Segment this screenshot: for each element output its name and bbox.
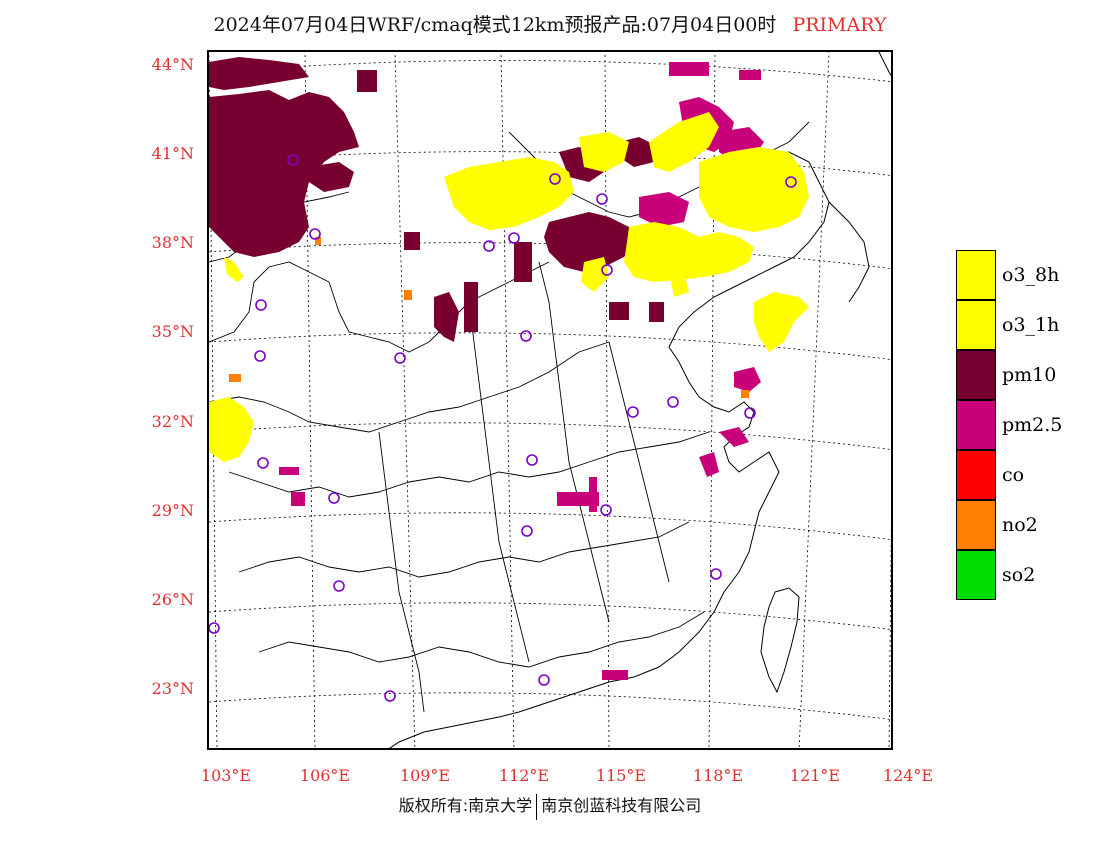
pm25-areas xyxy=(279,62,764,680)
legend-item-o3-1h: o3_1h xyxy=(956,300,1100,350)
no2-areas xyxy=(229,237,749,398)
legend-item-pm25: pm2.5 xyxy=(956,400,1100,450)
title-primary-tag: PRIMARY xyxy=(792,14,887,36)
legend-swatch xyxy=(956,550,996,600)
lon-label-112: 112°E xyxy=(498,766,550,785)
lat-label-29: 29°N xyxy=(151,501,194,520)
legend-label: pm2.5 xyxy=(1002,414,1063,436)
legend-swatch xyxy=(956,500,996,550)
o3-areas xyxy=(209,112,809,462)
graticule xyxy=(209,52,891,748)
lon-label-121: 121°E xyxy=(789,766,841,785)
legend-swatch xyxy=(956,400,996,450)
coastline xyxy=(389,52,891,748)
map-title: 2024年07月04日WRF/cmaq模式12km预报产品:07月04日00时 … xyxy=(0,10,1100,37)
lat-label-41: 41°N xyxy=(151,144,194,163)
lat-label-32: 32°N xyxy=(151,412,194,431)
map-panel xyxy=(207,50,893,750)
legend-swatch xyxy=(956,350,996,400)
lat-label-38: 38°N xyxy=(151,233,194,252)
legend-label: so2 xyxy=(1002,564,1036,586)
legend-swatch xyxy=(956,450,996,500)
lat-label-26: 26°N xyxy=(151,590,194,609)
lat-label-23: 23°N xyxy=(151,679,194,698)
lon-label-109: 109°E xyxy=(399,766,451,785)
footer-divider xyxy=(536,793,538,820)
copyright-right: 南京创蓝科技有限公司 xyxy=(541,796,702,815)
lat-label-35: 35°N xyxy=(151,322,194,341)
legend-swatch xyxy=(956,250,996,300)
legend-label: no2 xyxy=(1002,514,1038,536)
lon-label-115: 115°E xyxy=(595,766,647,785)
legend-item-no2: no2 xyxy=(956,500,1100,550)
legend-item-co: co xyxy=(956,450,1100,500)
legend-swatch xyxy=(956,300,996,350)
copyright-left: 版权所有:南京大学 xyxy=(398,796,533,815)
pm10-areas xyxy=(209,57,664,342)
lon-label-118: 118°E xyxy=(692,766,744,785)
lat-label-44: 44°N xyxy=(151,55,194,74)
legend-item-so2: so2 xyxy=(956,550,1100,600)
legend-item-o3-8h: o3_8h xyxy=(956,250,1100,300)
copyright-footer: 版权所有:南京大学 南京创蓝科技有限公司 xyxy=(0,792,1100,820)
legend-label: o3_1h xyxy=(1002,314,1060,336)
station-markers xyxy=(209,154,797,702)
legend-label: o3_8h xyxy=(1002,264,1060,286)
lon-label-106: 106°E xyxy=(299,766,351,785)
legend-item-pm10: pm10 xyxy=(956,350,1100,400)
lon-label-124: 124°E xyxy=(882,766,934,785)
map-canvas xyxy=(209,52,891,748)
legend-label: pm10 xyxy=(1002,364,1057,386)
lon-label-103: 103°E xyxy=(200,766,252,785)
title-main: 2024年07月04日WRF/cmaq模式12km预报产品:07月04日00时 xyxy=(213,14,777,36)
legend-label: co xyxy=(1002,464,1025,486)
